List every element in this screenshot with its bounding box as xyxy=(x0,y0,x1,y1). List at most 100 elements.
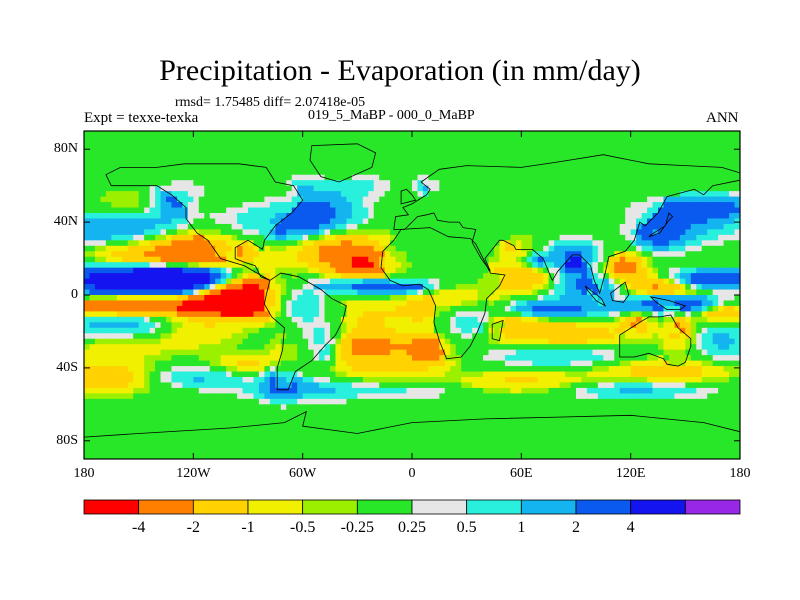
field-cell xyxy=(597,338,604,345)
field-cell xyxy=(253,229,260,236)
field-cell xyxy=(652,207,659,214)
field-cell xyxy=(357,223,364,230)
field-cell xyxy=(340,305,347,312)
field-cell xyxy=(581,218,588,225)
field-cell xyxy=(439,147,446,154)
field-cell xyxy=(94,256,101,263)
field-cell xyxy=(357,349,364,356)
field-cell xyxy=(729,229,736,236)
field-cell xyxy=(532,174,539,181)
field-cell xyxy=(576,229,583,236)
field-cell xyxy=(390,223,397,230)
field-cell xyxy=(155,245,162,252)
field-cell xyxy=(707,141,714,148)
field-cell xyxy=(351,240,358,247)
field-cell xyxy=(313,207,320,214)
field-cell xyxy=(193,295,200,302)
field-cell xyxy=(723,311,730,318)
field-cell xyxy=(379,207,386,214)
field-cell xyxy=(652,338,659,345)
field-cell xyxy=(144,338,151,345)
field-cell xyxy=(439,141,446,148)
field-cell xyxy=(166,338,173,345)
field-cell xyxy=(417,218,424,225)
field-cell xyxy=(608,152,615,159)
field-cell xyxy=(679,316,686,323)
field-cell xyxy=(362,262,369,269)
field-cell xyxy=(138,180,145,187)
field-cell xyxy=(182,223,189,230)
field-cell xyxy=(548,202,555,209)
field-cell xyxy=(324,305,331,312)
field-cell xyxy=(488,141,495,148)
field-cell xyxy=(477,163,484,170)
field-cell xyxy=(286,147,293,154)
field-cell xyxy=(510,174,517,181)
field-cell xyxy=(696,185,703,192)
field-cell xyxy=(226,273,233,280)
field-cell xyxy=(193,169,200,176)
field-cell xyxy=(630,284,637,291)
field-cell xyxy=(592,223,599,230)
field-cell xyxy=(422,185,429,192)
field-cell xyxy=(368,262,375,269)
field-cell xyxy=(231,196,238,203)
field-cell xyxy=(494,316,501,323)
field-cell xyxy=(297,223,304,230)
field-cell xyxy=(647,169,654,176)
field-cell xyxy=(412,207,419,214)
field-cell xyxy=(160,289,167,296)
field-cell xyxy=(592,311,599,318)
field-cell xyxy=(537,136,544,143)
field-cell xyxy=(559,191,566,198)
field-cell xyxy=(253,180,260,187)
field-cell xyxy=(412,147,419,154)
field-cell xyxy=(729,262,736,269)
field-cell xyxy=(450,223,457,230)
field-cell xyxy=(357,185,364,192)
field-cell xyxy=(313,245,320,252)
field-cell xyxy=(565,158,572,165)
field-cell xyxy=(330,245,337,252)
field-cell xyxy=(275,180,282,187)
field-cell xyxy=(248,213,255,220)
field-cell xyxy=(652,327,659,334)
field-cell xyxy=(89,185,96,192)
field-cell xyxy=(472,273,479,280)
field-cell xyxy=(608,147,615,154)
field-cell xyxy=(138,273,145,280)
field-cell xyxy=(554,147,561,154)
field-cell xyxy=(357,158,364,165)
field-cell xyxy=(351,158,358,165)
field-cell xyxy=(395,245,402,252)
field-cell xyxy=(472,284,479,291)
field-cell xyxy=(526,295,533,302)
field-cell xyxy=(100,185,107,192)
field-cell xyxy=(384,218,391,225)
field-cell xyxy=(581,316,588,323)
field-cell xyxy=(335,311,342,318)
field-cell xyxy=(504,267,511,274)
field-cell xyxy=(160,218,167,225)
field-cell xyxy=(242,267,249,274)
field-cell xyxy=(297,196,304,203)
field-cell xyxy=(362,349,369,356)
field-cell xyxy=(504,234,511,241)
field-cell xyxy=(532,207,539,214)
field-cell xyxy=(149,234,156,241)
field-cell xyxy=(494,191,501,198)
field-cell xyxy=(565,333,572,340)
field-cell xyxy=(89,300,96,307)
field-cell xyxy=(619,174,626,181)
field-cell xyxy=(319,256,326,263)
field-cell xyxy=(286,295,293,302)
field-cell xyxy=(554,344,561,351)
field-cell xyxy=(417,141,424,148)
field-cell xyxy=(576,349,583,356)
field-cell xyxy=(100,284,107,291)
field-cell xyxy=(324,267,331,274)
field-cell xyxy=(330,147,337,154)
field-cell xyxy=(395,141,402,148)
field-cell xyxy=(220,213,227,220)
field-cell xyxy=(362,234,369,241)
